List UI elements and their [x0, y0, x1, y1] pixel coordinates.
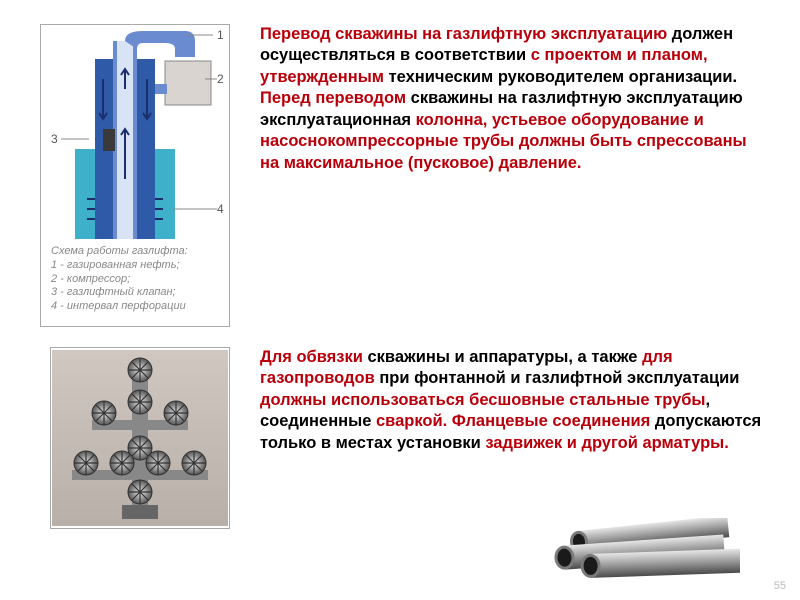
p2-s1g: сваркой. Фланцевые соединения	[376, 412, 650, 430]
label-1: 1	[217, 29, 224, 42]
wellhead-image	[52, 350, 228, 526]
p2-s1b: скважины и аппаратуры, а также	[363, 348, 642, 366]
label-4: 4	[217, 202, 224, 216]
top-section: 1 2 3 4 Схема работы газлифта: 1 - газир…	[0, 0, 800, 337]
page-number: 55	[774, 580, 786, 592]
p2-s1i: задвижек и другой арматуры.	[485, 434, 729, 452]
p2-s1e: должны использоваться бесшовные стальные…	[260, 391, 706, 409]
label-3: 3	[51, 132, 58, 146]
bottom-section: Для обвязки скважины и аппаратуры, а так…	[0, 337, 800, 539]
figure-wellhead-tree	[50, 347, 230, 529]
label-2: 2	[217, 72, 224, 86]
p2-s1d: при фонтанной и газлифтной эксплуатации	[375, 369, 740, 387]
p1-s1a: Перевод скважины на газлифтную эксплуата…	[260, 25, 667, 43]
figure1-caption: Схема работы газлифта: 1 - газированная …	[45, 239, 225, 322]
p1-s1d: техническим руководителем организации.	[384, 68, 737, 86]
gaslift-diagram: 1 2 3 4	[45, 29, 225, 239]
figure-steel-pipes	[550, 518, 740, 578]
p1-s2a: Перед переводом	[260, 89, 406, 107]
paragraph-1: Перевод скважины на газлифтную эксплуата…	[260, 24, 770, 174]
paragraph-2: Для обвязки скважины и аппаратуры, а так…	[260, 347, 770, 454]
figure-gaslift-scheme: 1 2 3 4 Схема работы газлифта: 1 - газир…	[40, 24, 230, 327]
p2-s1a: Для обвязки	[260, 348, 363, 366]
